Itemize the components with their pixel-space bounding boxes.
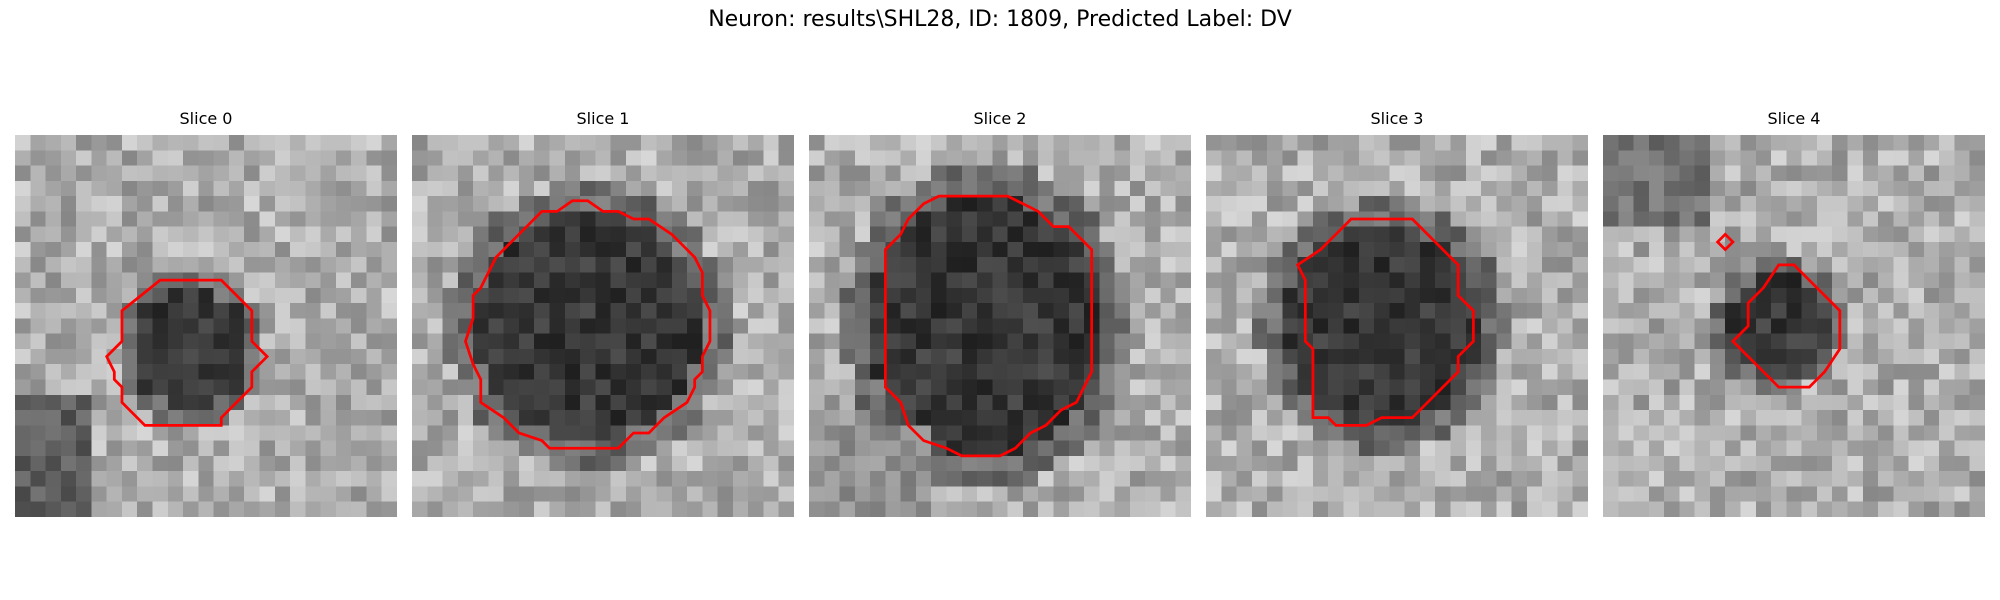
slice-title: Slice 1 <box>576 109 630 128</box>
em-slice-image <box>15 135 397 517</box>
segmentation-contour <box>1715 232 1735 252</box>
slice-panel: Slice 2 <box>809 109 1191 517</box>
segmentation-contour <box>464 199 712 450</box>
em-slice-image <box>809 135 1191 517</box>
segmentation-contour <box>884 194 1094 458</box>
slice-title: Slice 4 <box>1767 109 1821 128</box>
slice-title: Slice 0 <box>179 109 233 128</box>
slice-title: Slice 2 <box>973 109 1027 128</box>
slice-panel: Slice 0 <box>15 109 397 517</box>
segmentation-contour <box>1730 263 1842 389</box>
slice-panel: Slice 4 <box>1603 109 1985 517</box>
slice-title: Slice 3 <box>1370 109 1424 128</box>
em-slice-image <box>1206 135 1588 517</box>
slice-panel: Slice 1 <box>412 109 794 517</box>
slice-panel: Slice 3 <box>1206 109 1588 517</box>
segmentation-contour <box>105 278 270 427</box>
em-slice-image <box>1603 135 1985 517</box>
figure-title: Neuron: results\SHL28, ID: 1809, Predict… <box>708 7 1292 32</box>
segmentation-contour <box>1295 217 1475 427</box>
em-slice-image <box>412 135 794 517</box>
